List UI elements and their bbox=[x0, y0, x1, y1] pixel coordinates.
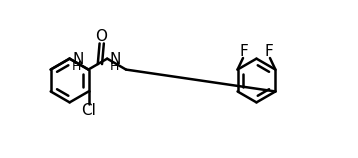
Text: F: F bbox=[265, 44, 274, 59]
Text: F: F bbox=[239, 44, 248, 59]
Text: H: H bbox=[110, 60, 119, 73]
Text: Cl: Cl bbox=[81, 103, 96, 118]
Text: H: H bbox=[72, 60, 81, 73]
Text: O: O bbox=[95, 29, 107, 44]
Text: N: N bbox=[72, 52, 83, 67]
Text: N: N bbox=[110, 52, 121, 67]
